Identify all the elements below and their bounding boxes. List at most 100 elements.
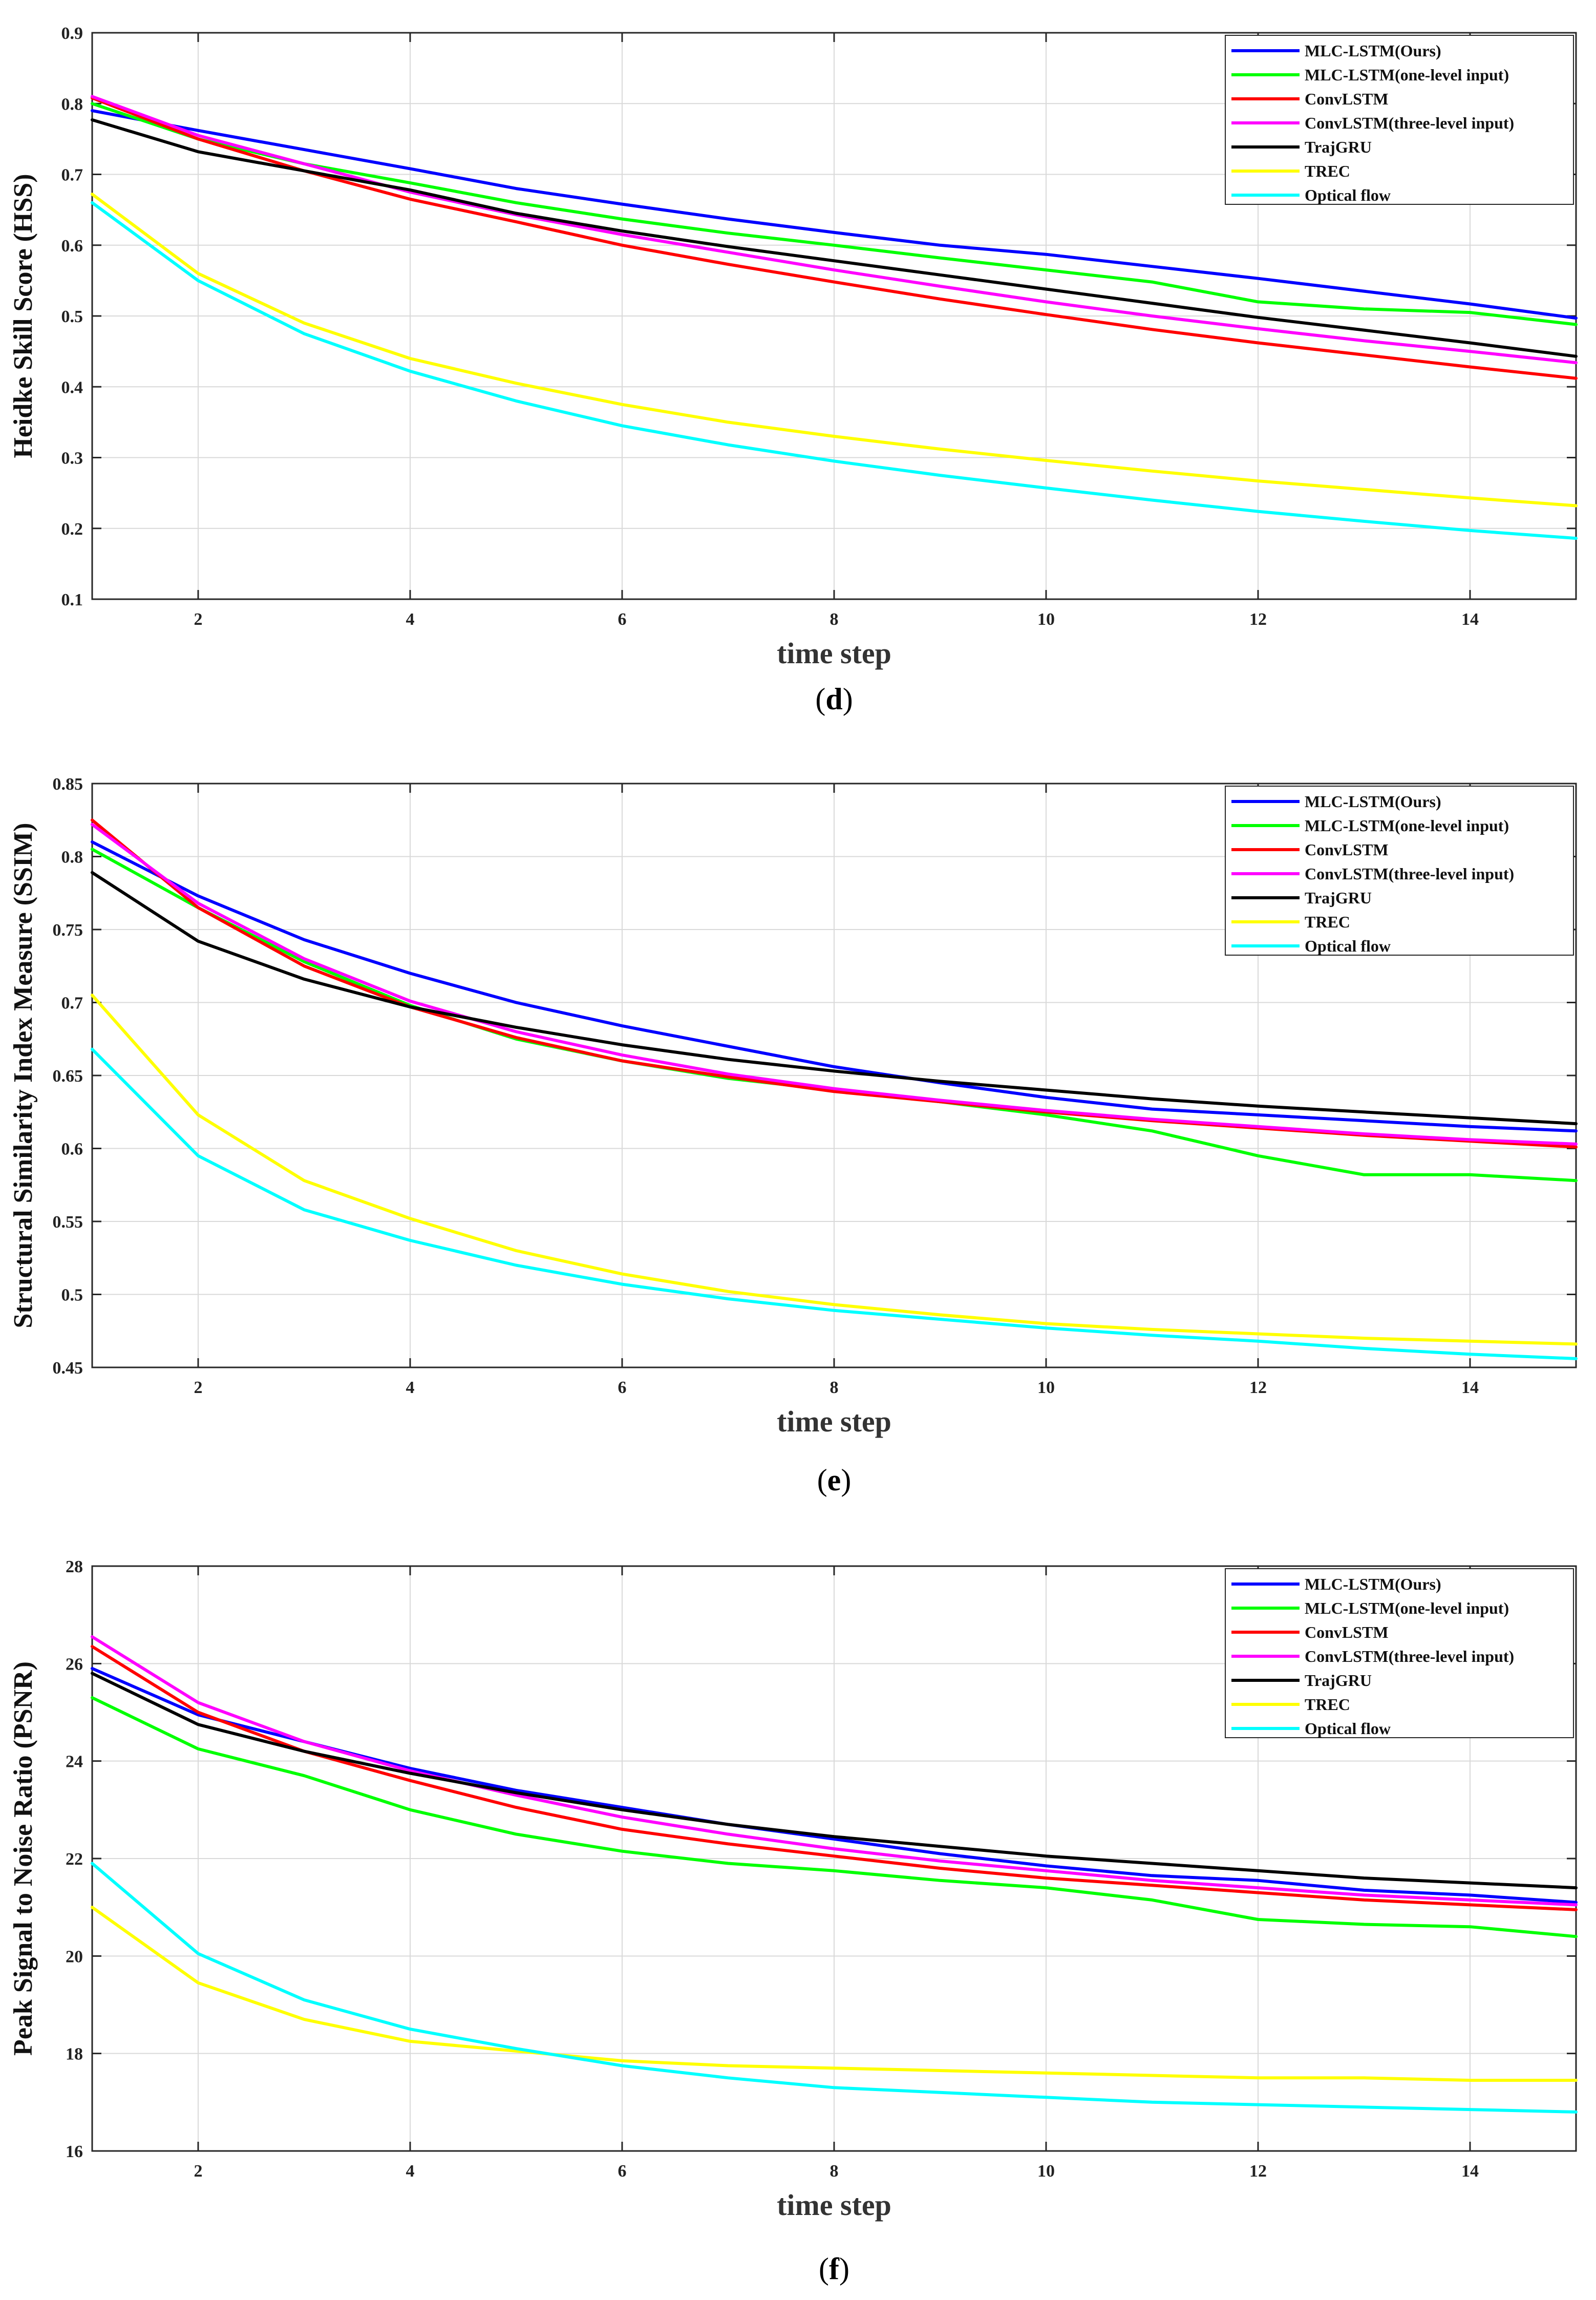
x-tick-label: 8 <box>830 610 839 629</box>
x-tick-label: 10 <box>1037 2162 1055 2181</box>
chart-panel-f: 2 4 6 8 10 12 1416182022242628MLC-LSTM(Ours)ML… <box>9 1557 1578 2286</box>
y-tick-label: 0.45 <box>53 1359 83 1378</box>
legend-label: MLC-LSTM(one-level input) <box>1305 66 1509 84</box>
x-tick-label: 10 <box>1037 1378 1055 1397</box>
y-tick-label: 18 <box>66 2045 83 2064</box>
y-tick-label: 0.5 <box>61 1286 83 1305</box>
y-tick-label: 16 <box>66 2142 83 2161</box>
legend-label: MLC-LSTM(Ours) <box>1305 41 1441 60</box>
x-tick-label: 12 <box>1249 2162 1267 2181</box>
x-tick-label: 6 <box>618 610 627 629</box>
y-tick-label: 20 <box>66 1947 83 1966</box>
y-tick-label: 0.7 <box>61 994 83 1013</box>
x-tick-label: 14 <box>1461 610 1479 629</box>
x-tick-label: 12 <box>1249 610 1267 629</box>
panel-caption: (f) <box>819 2252 849 2286</box>
series-line-blue <box>91 109 1578 320</box>
y-tick-label: 0.55 <box>53 1213 83 1232</box>
series-line-cyan <box>91 1047 1578 1360</box>
legend-label: Optical flow <box>1305 1719 1391 1738</box>
legend-label: TREC <box>1305 1695 1350 1714</box>
series-line-green <box>91 102 1578 326</box>
series-line-black <box>91 1672 1578 1890</box>
legend-label: Optical flow <box>1305 186 1391 204</box>
x-tick-label: 6 <box>618 2162 627 2181</box>
series-line-red <box>91 96 1578 380</box>
legend-label: MLC-LSTM(Ours) <box>1305 1575 1441 1593</box>
y-tick-label: 24 <box>66 1753 83 1771</box>
panel-caption: (d) <box>815 682 853 716</box>
x-axis-label: time step <box>777 1405 891 1438</box>
x-tick-label: 6 <box>618 1378 627 1397</box>
legend: MLC-LSTM(Ours) MLC-LSTM(one-level input) C… <box>1225 1568 1574 1738</box>
y-tick-label: 0.7 <box>61 166 83 185</box>
y-tick-label: 0.5 <box>61 307 83 326</box>
y-tick-label: 0.1 <box>61 590 83 609</box>
legend-label: ConvLSTM <box>1305 840 1389 859</box>
legend-label: ConvLSTM <box>1305 1623 1389 1641</box>
y-axis-label: Peak Signal to Noise Ratio (PSNR) <box>9 1661 38 2056</box>
y-tick-label: 22 <box>66 1850 83 1869</box>
legend: MLC-LSTM(Ours) MLC-LSTM(one-level input) C… <box>1225 786 1574 956</box>
legend-label: TrajGRU <box>1305 138 1372 156</box>
y-tick-label: 0.3 <box>61 449 83 468</box>
chart-panel-e: 2 4 6 8 10 12 14 0.45 0.5 0.55 0.6 0.65 0.7 0.75 0.8 0.… <box>9 775 1578 1497</box>
series-line-green <box>91 1696 1578 1938</box>
x-tick-label: 4 <box>406 610 415 629</box>
x-axis-label: time step <box>777 2188 891 2222</box>
y-axis-label: Structural Similarity Index Measure (SSI… <box>9 823 38 1328</box>
series-line-red <box>91 1645 1578 1911</box>
y-tick-label: 0.85 <box>53 775 83 794</box>
legend-label: TrajGRU <box>1305 1671 1372 1690</box>
legend-label: TREC <box>1305 913 1350 931</box>
legend-label: Optical flow <box>1305 937 1391 955</box>
series-line-magenta <box>91 822 1578 1146</box>
x-tick-label: 12 <box>1249 1378 1267 1397</box>
series-line-yellow <box>91 1906 1578 2082</box>
legend-label: MLC-LSTM(Ours) <box>1305 792 1441 811</box>
x-tick-label: 2 <box>194 610 203 629</box>
y-tick-label: 0.6 <box>61 1140 83 1159</box>
legend-label: MLC-LSTM(one-level input) <box>1305 816 1509 835</box>
y-tick-label: 0.9 <box>61 24 83 43</box>
legend-label: ConvLSTM(three-level input) <box>1305 864 1514 883</box>
legend-label: MLC-LSTM(one-level input) <box>1305 1599 1509 1617</box>
y-tick-label: 0.2 <box>61 520 83 539</box>
y-tick-label: 0.65 <box>53 1067 83 1086</box>
x-tick-label: 4 <box>406 2162 415 2181</box>
series-line-yellow <box>91 193 1578 508</box>
y-tick-label: 0.6 <box>61 237 83 256</box>
series-line-blue <box>91 840 1578 1133</box>
legend-label: ConvLSTM(three-level input) <box>1305 114 1514 132</box>
legend-box <box>1225 35 1574 205</box>
series-line-black <box>91 871 1578 1126</box>
x-tick-label: 14 <box>1461 2162 1479 2181</box>
x-tick-label: 10 <box>1037 610 1055 629</box>
x-tick-label: 2 <box>194 1378 203 1397</box>
x-tick-label: 8 <box>830 1378 839 1397</box>
series-line-cyan <box>91 201 1578 540</box>
legend-label: TREC <box>1305 162 1350 180</box>
series-line-black <box>91 118 1578 358</box>
x-tick-label: 8 <box>830 2162 839 2181</box>
chart-panel-d: 2 4 6 8 10 12 14 0.1 0.2 0.3 0.4 0.5 0.6 0.7 0.8 0.9 MLC… <box>9 24 1578 716</box>
legend-label: ConvLSTM <box>1305 90 1389 108</box>
legend: MLC-LSTM(Ours) MLC-LSTM(one-level input) C… <box>1225 35 1574 205</box>
series-line-yellow <box>91 994 1578 1346</box>
legend-label: TrajGRU <box>1305 889 1372 907</box>
y-tick-label: 0.8 <box>61 848 83 867</box>
y-tick-label: 28 <box>66 1557 83 1576</box>
y-axis-label: Heidke Skill Score (HSS) <box>9 174 38 458</box>
y-tick-label: 0.75 <box>53 921 83 940</box>
legend-box <box>1225 1568 1574 1738</box>
x-axis-label: time step <box>777 637 891 670</box>
x-tick-label: 2 <box>194 2162 203 2181</box>
series-line-magenta <box>91 1635 1578 1907</box>
y-tick-label: 0.8 <box>61 95 83 114</box>
legend-box <box>1225 786 1574 956</box>
x-tick-label: 4 <box>406 1378 415 1397</box>
y-tick-label: 0.4 <box>61 378 83 397</box>
panel-caption: (e) <box>817 1463 852 1497</box>
series-line-magenta <box>91 95 1578 365</box>
